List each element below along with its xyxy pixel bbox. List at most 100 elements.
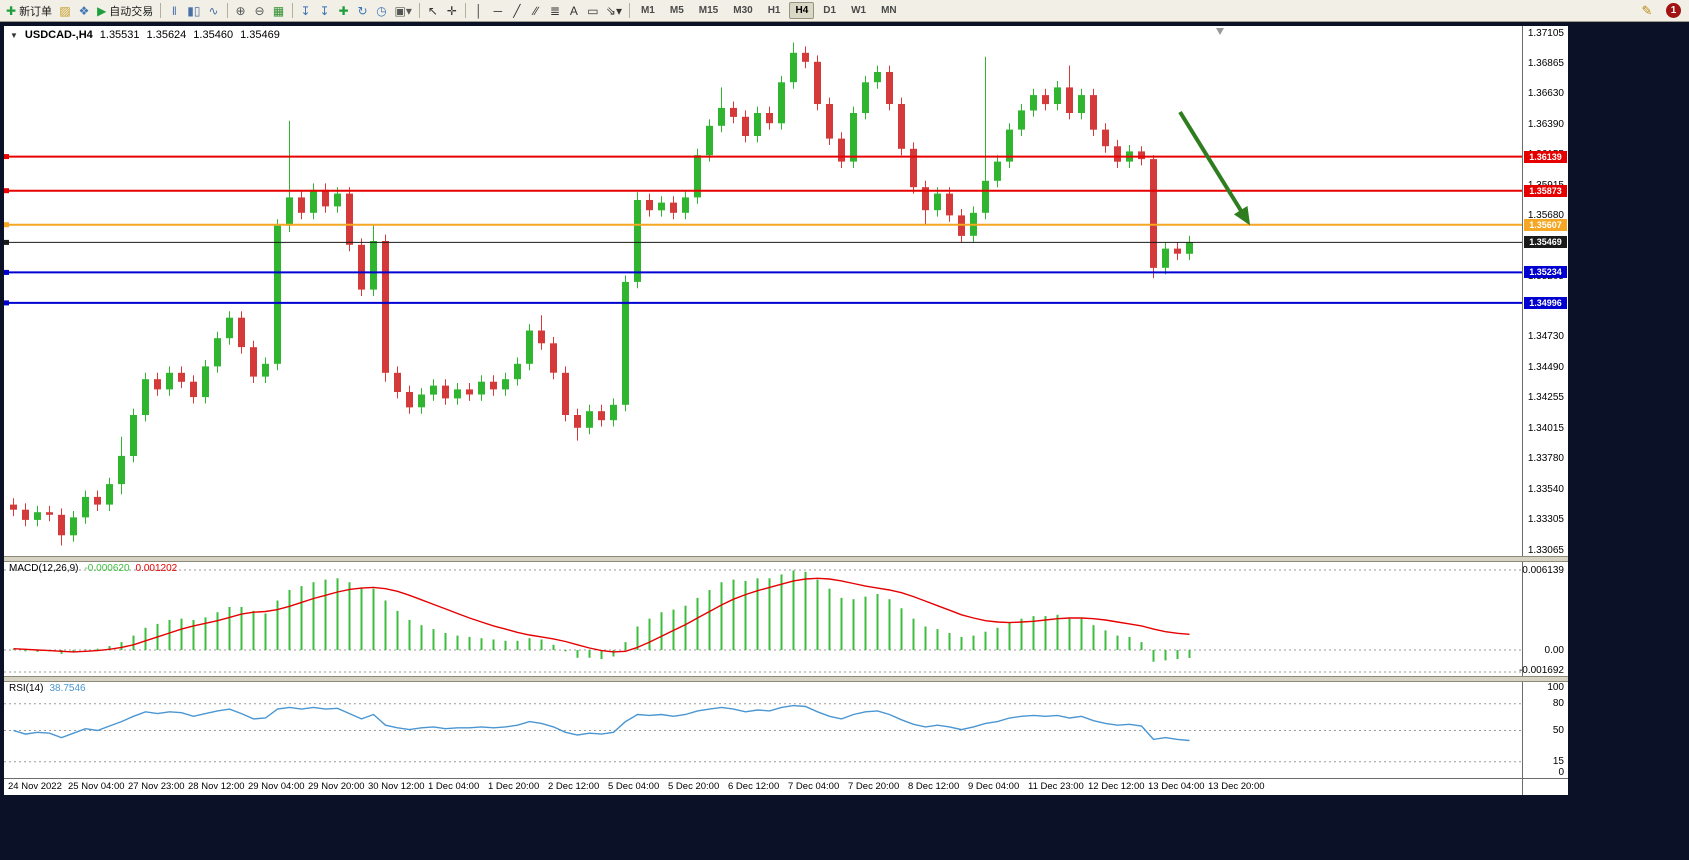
- indicator-list-button[interactable]: ↧: [297, 2, 315, 20]
- cursor-button[interactable]: ↖: [424, 2, 442, 20]
- line-anchor-marker[interactable]: [4, 269, 9, 275]
- price-tick-label: 1.33065: [1527, 544, 1564, 556]
- splitter-rsi[interactable]: [4, 676, 1568, 682]
- time-axis-label: 9 Dec 04:00: [968, 781, 1020, 792]
- line-anchor-marker[interactable]: [4, 300, 9, 306]
- zoom-in-button[interactable]: ⊕: [232, 2, 250, 20]
- timeframe-m1-button[interactable]: M1: [640, 5, 655, 16]
- channel-button[interactable]: ∕∕: [527, 2, 545, 20]
- time-axis-label: 13 Dec 20:00: [1208, 781, 1265, 792]
- down-arrow-annotation[interactable]: [1178, 110, 1251, 226]
- line-mode-icon: ∿: [208, 3, 219, 18]
- rsi-chart[interactable]: [4, 682, 1522, 778]
- candles-mode-button[interactable]: ▮▯: [184, 2, 203, 20]
- price-tick-label: 1.33540: [1527, 483, 1564, 495]
- new-chart-button[interactable]: ▨: [56, 2, 74, 20]
- toolbar-right: ✎ 1: [1638, 2, 1686, 20]
- time-axis-label: 30 Nov 12:00: [368, 781, 425, 792]
- line-anchor-marker[interactable]: [4, 222, 9, 228]
- time-axis-label: 11 Dec 23:00: [1028, 781, 1084, 792]
- candlestick-chart[interactable]: [4, 26, 1522, 556]
- auto-refresh-button[interactable]: ↻: [354, 2, 372, 20]
- macd-signal-line: [13, 577, 1190, 653]
- tile-windows-button[interactable]: ▦: [270, 2, 288, 20]
- ohlc-open: 1.35531: [99, 29, 140, 41]
- toolbar-separator: [226, 3, 228, 18]
- price-axis[interactable]: 1.371051.368651.366301.363901.361551.359…: [1522, 26, 1568, 556]
- time-axis-label: 24 Nov 2022: [8, 781, 62, 792]
- timeframe-m15-button[interactable]: M15: [698, 5, 719, 16]
- horizontal-line-icon: ─: [493, 3, 503, 18]
- price-tick-label: 1.36630: [1527, 88, 1564, 100]
- price-line-badge: 1.35234: [1524, 266, 1567, 279]
- timeframe-w1-button[interactable]: W1: [851, 5, 867, 16]
- price-tick-label: 1.37105: [1527, 27, 1564, 39]
- line-anchor-marker[interactable]: [4, 188, 9, 194]
- timeframe-mn-button[interactable]: MN: [881, 5, 897, 16]
- splitter-macd[interactable]: [4, 556, 1568, 562]
- rsi-name: RSI(14): [9, 683, 44, 694]
- insert-indicator-icon: ✚: [338, 3, 349, 18]
- line-anchor-marker[interactable]: [4, 239, 9, 245]
- price-tick-label: 1.34255: [1527, 392, 1564, 404]
- chart-title: ▼ USDCAD-,H4 1.35531 1.35624 1.35460 1.3…: [10, 29, 280, 41]
- price-tick-label: 1.36865: [1527, 58, 1564, 70]
- time-axis-label: 7 Dec 20:00: [848, 781, 900, 792]
- notification-badge[interactable]: 1: [1666, 3, 1681, 18]
- profiles-button[interactable]: ❖: [75, 2, 93, 20]
- vertical-line-icon: │: [475, 3, 483, 18]
- arrows-button[interactable]: ⇘▾: [603, 2, 625, 20]
- fibonacci-button[interactable]: ≣: [546, 2, 564, 20]
- pencil-edit-icon[interactable]: ✎: [1641, 2, 1653, 18]
- macd-axis[interactable]: 0.006139 0.00 -0.001692: [1519, 562, 1568, 676]
- macd-main-value: -0.000620: [84, 563, 130, 574]
- time-axis-label: 8 Dec 12:00: [908, 781, 960, 792]
- line-anchor-marker[interactable]: [4, 154, 9, 160]
- rsi-tick-label: 80: [1552, 698, 1564, 710]
- timeframe-m5-button[interactable]: M5: [669, 5, 684, 16]
- timeframe-m30-button[interactable]: M30: [733, 5, 753, 16]
- ohlc-low: 1.35460: [193, 29, 234, 41]
- new-order-button[interactable]: ✚ 新订单: [3, 2, 55, 20]
- main-chart-panel[interactable]: ▼ USDCAD-,H4 1.35531 1.35624 1.35460 1.3…: [4, 26, 1568, 556]
- text-label-button[interactable]: ▭: [584, 2, 602, 20]
- macd-panel[interactable]: MACD(12,26,9) -0.000620 0.001202 0.00613…: [4, 562, 1568, 676]
- toolbar: ✚ 新订单 ▨ ❖ ▶ 自动交易 ‖ ▮▯ ∿ ⊕ ⊖ ▦ ↧ ↧ ✚ ↻ ◷ ▣▾ ↖ ✛ │ ─ ╱ ∕∕ ≣ A ▭ ⇘▾ M1…: [0, 0, 1689, 22]
- price-tick-label: 1.35680: [1527, 209, 1564, 221]
- bars-mode-button[interactable]: ‖: [165, 2, 183, 20]
- timeframe-h4-button[interactable]: H4: [789, 2, 815, 19]
- window-menu-icon[interactable]: ▼: [10, 31, 18, 40]
- price-tick-label: 1.34490: [1527, 362, 1564, 374]
- line-mode-button[interactable]: ∿: [205, 2, 223, 20]
- zoom-out-button[interactable]: ⊖: [251, 2, 269, 20]
- new-order-button-label: 新订单: [19, 5, 53, 18]
- rsi-tick-label: 0: [1558, 767, 1564, 778]
- objects-list-button[interactable]: ↧: [316, 2, 334, 20]
- rsi-panel[interactable]: RSI(14) 38.7546 100 80 50 15 0: [4, 682, 1568, 778]
- toolbar-separator: [418, 3, 420, 18]
- chart-shift-marker[interactable]: [1216, 28, 1224, 35]
- vertical-line-button[interactable]: │: [470, 2, 488, 20]
- autotrading-button[interactable]: ▶ 自动交易: [94, 2, 156, 20]
- templates-button[interactable]: ▣▾: [392, 2, 415, 20]
- time-axis[interactable]: 24 Nov 2022 25 Nov 04:00 27 Nov 23:00 28 No…: [4, 778, 1568, 795]
- text-button[interactable]: A: [565, 2, 583, 20]
- period-clock-icon: ◷: [376, 3, 387, 18]
- crosshair-button[interactable]: ✛: [443, 2, 461, 20]
- tile-windows-icon: ▦: [272, 3, 285, 18]
- cursor-icon: ↖: [427, 3, 438, 18]
- timeframe-h1-button[interactable]: H1: [767, 5, 781, 16]
- trendline-button[interactable]: ╱: [508, 2, 526, 20]
- horizontal-line-button[interactable]: ─: [489, 2, 507, 20]
- bars-mode-icon: ‖: [171, 3, 177, 18]
- timeframe-d1-button[interactable]: D1: [823, 5, 837, 16]
- macd-chart[interactable]: [4, 562, 1522, 676]
- price-line-badge: 1.34996: [1524, 296, 1567, 309]
- period-clock-button[interactable]: ◷: [373, 2, 391, 20]
- rsi-axis[interactable]: 100 80 50 15 0: [1522, 682, 1568, 778]
- insert-indicator-button[interactable]: ✚: [335, 2, 353, 20]
- timeframe-group: M1 M5 M15 M30 H1 H4 D1 W1 MN: [634, 2, 904, 19]
- new-order-icon: ✚: [6, 3, 17, 18]
- crosshair-icon: ✛: [446, 3, 457, 18]
- profiles-icon: ❖: [78, 3, 90, 18]
